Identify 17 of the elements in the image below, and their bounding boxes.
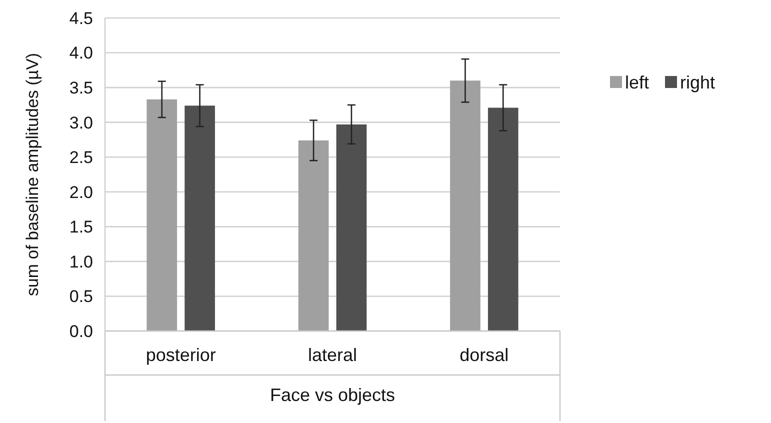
y-tick-label: 3.5 <box>69 78 93 98</box>
y-axis-title: sum of baseline amplitudes (µV) <box>23 52 42 296</box>
x-tick-label: posterior <box>146 345 216 365</box>
legend-label: right <box>680 72 716 92</box>
x-tick-label: lateral <box>308 345 358 365</box>
y-tick-label: 2.0 <box>69 182 93 202</box>
x-axis-title: Face vs objects <box>270 385 396 405</box>
y-tick-label: 4.5 <box>69 8 93 28</box>
y-tick-label: 0.5 <box>69 287 93 306</box>
y-tick-label: 2.5 <box>69 148 93 168</box>
y-tick-label: 1.5 <box>69 218 93 237</box>
y-tick-label: 0.0 <box>69 322 93 341</box>
legend-label: left <box>625 72 650 92</box>
y-tick-label: 1.0 <box>69 252 93 272</box>
x-tick-label: dorsal <box>460 345 509 365</box>
y-tick-label: 3.0 <box>69 113 93 132</box>
y-tick-label: 4.0 <box>69 44 93 63</box>
